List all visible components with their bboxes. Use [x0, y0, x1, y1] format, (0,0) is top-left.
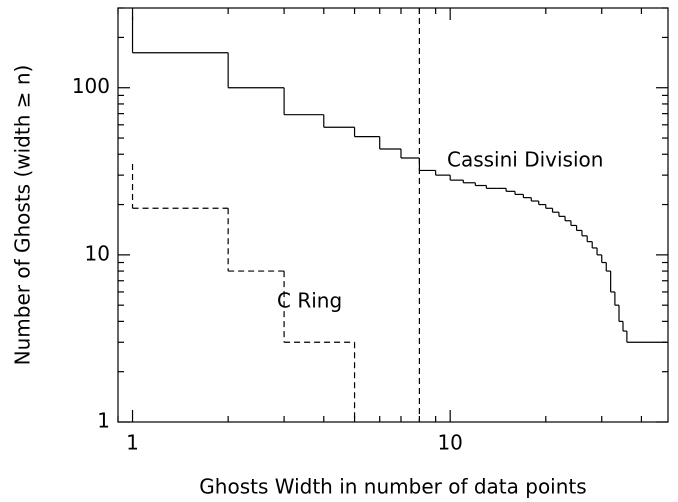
series-label: Cassini Division: [447, 148, 603, 172]
y-axis-label: Number of Ghosts (width ≥ n): [11, 65, 35, 366]
y-tick-label: 10: [85, 241, 110, 265]
y-tick-label: 1: [97, 409, 110, 433]
x-tick-label: 10: [437, 431, 462, 455]
series-label: C Ring: [277, 289, 342, 313]
y-tick-label: 100: [72, 74, 110, 98]
x-tick-label: 1: [126, 431, 139, 455]
x-axis-label: Ghosts Width in number of data points: [199, 475, 586, 499]
plot-frame: [117, 7, 669, 423]
